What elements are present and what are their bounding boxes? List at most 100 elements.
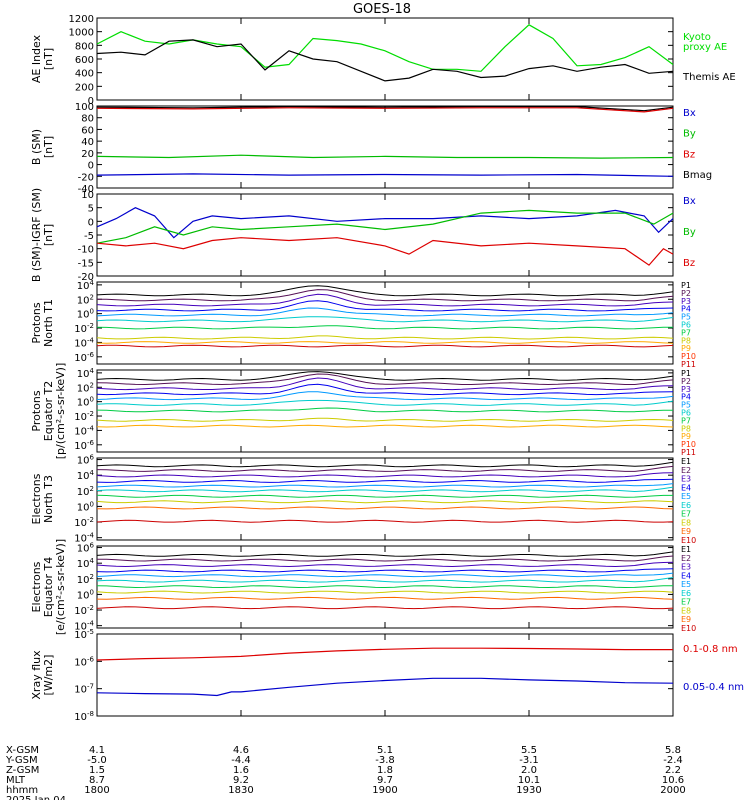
legend-entry-bigrf: Bz	[683, 258, 695, 269]
legend-entry-pn: P3	[681, 297, 691, 306]
series-line-pe-p7	[96, 407, 673, 413]
legend-entry-en: E10	[681, 536, 696, 545]
ephemeris-value: 9.2	[233, 775, 249, 786]
y-tick-label-b: 0	[88, 161, 94, 172]
legend-entry-b: By	[683, 129, 696, 140]
legend-entry-ae: proxy AE	[683, 42, 727, 53]
y-axis-label-b: B (SM)	[30, 129, 43, 165]
series-line-ee-e10	[96, 606, 674, 610]
series-line-pe-p1	[96, 371, 674, 381]
y-axis-label-bigrf: [nT]	[42, 224, 55, 246]
series-line-pn-p7	[96, 325, 673, 330]
y-tick-label-pe: 104	[77, 367, 95, 380]
legend-entry-pe: P7	[681, 416, 691, 425]
ephemeris-value: -5.0	[87, 755, 107, 766]
series-line-0-1-0-8-nm	[96, 647, 673, 661]
panel-frame-ae	[96, 17, 674, 101]
series-line-pn-p5	[96, 307, 674, 317]
series-line-bmag	[96, 105, 674, 112]
legend-entry-b: Bmag	[683, 170, 712, 181]
legend-entry-ee: E9	[681, 615, 691, 624]
series-line-ee-e7	[96, 585, 673, 589]
series-line-bz	[96, 237, 674, 266]
y-tick-label-b: -40	[78, 184, 94, 195]
legend-entry-pe: P5	[681, 401, 691, 410]
legend-entry-b: Bx	[683, 108, 696, 119]
y-tick-label-bigrf: -5	[84, 231, 94, 242]
y-tick-label-ee: 100	[77, 588, 94, 601]
y-tick-label-en: 102	[77, 485, 94, 498]
legend-entry-ee: E2	[681, 554, 691, 563]
y-axis-label-ae: AE Index	[30, 34, 43, 83]
series-line-bz	[96, 107, 674, 113]
legend-entry-pe: P9	[681, 432, 691, 441]
legend-entry-ee: E5	[681, 580, 691, 589]
series-line-en-e8	[96, 500, 674, 504]
y-tick-label-pn: 100	[77, 308, 94, 321]
y-tick-label-xray: 10-6	[74, 655, 94, 668]
legend-entry-xray: 0.1-0.8 nm	[683, 644, 738, 655]
y-tick-label-ee: 10-2	[74, 604, 94, 617]
ephemeris-value: 8.7	[89, 775, 105, 786]
y-tick-label-en: 100	[77, 500, 94, 513]
legend-entry-pe: P4	[681, 393, 691, 402]
series-line-kyoto-proxy-ae	[96, 24, 674, 72]
series-line-ee-e2	[97, 555, 674, 562]
ephemeris-value: 2.0	[521, 765, 537, 776]
legend-entry-en: E6	[681, 501, 691, 510]
y-tick-label-en: 104	[77, 469, 95, 482]
y-tick-label-ee: 10-4	[74, 620, 94, 633]
y-tick-label-bigrf: 10	[81, 190, 94, 201]
ephemeris-value: 10.1	[518, 775, 540, 786]
ephemeris-value: 9.7	[377, 775, 393, 786]
plot-date: 2025 Jan 04	[6, 795, 66, 800]
legend-entry-ee: E6	[681, 589, 691, 598]
series-line-pe-p3	[96, 377, 674, 391]
y-tick-label-xray: 10-7	[74, 683, 94, 696]
ephemeris-value: 1.5	[89, 765, 105, 776]
series-line-pn-p11	[96, 344, 674, 348]
y-axis-label-pn: North T1	[42, 299, 55, 347]
legend-entry-xray: 0.05-0.4 nm	[683, 682, 744, 693]
y-axis-label-pn: Protons	[30, 302, 43, 343]
series-line-en-e5	[96, 483, 674, 488]
y-axis-label-en: Electrons	[30, 473, 43, 524]
series-line-ee-e3	[96, 561, 674, 568]
legend-entry-pn: P4	[681, 305, 691, 314]
legend-entry-ee: E8	[681, 606, 691, 615]
y-tick-label-pn: 104	[77, 279, 95, 292]
series-line-en-e6	[96, 486, 674, 493]
legend-entry-pn: P8	[681, 336, 691, 345]
y-tick-label-pn: 102	[77, 293, 94, 306]
ephemeris-value: 1930	[516, 785, 541, 796]
legend-entry-ee: E3	[681, 563, 691, 572]
y-tick-label-b: 100	[75, 102, 94, 113]
y-tick-label-pe: 10-2	[74, 410, 94, 423]
legend-entry-pn: P1	[681, 281, 691, 290]
y-axis-label-bigrf: B (SM)-IGRF (SM)	[30, 188, 43, 282]
ephemeris-row-label: Y-GSM	[5, 755, 38, 766]
y-tick-label-bigrf: -10	[78, 245, 94, 256]
ephemeris-value: 1800	[84, 785, 109, 796]
y-tick-label-ee: 106	[77, 542, 95, 555]
ephemeris-value: 1.8	[377, 765, 393, 776]
ephemeris-row-label: hhmm	[6, 785, 38, 796]
series-line-ee-e6	[96, 577, 674, 583]
series-line-pe-p9	[96, 424, 674, 428]
legend-entry-en: E7	[681, 510, 691, 519]
ephemeris-row-label: MLT	[6, 775, 26, 786]
series-line-pn-p8	[96, 335, 674, 340]
ephemeris-value: -2.4	[663, 755, 683, 766]
series-line-en-e3	[96, 472, 674, 478]
legend-entry-pe: P6	[681, 409, 691, 418]
series-line-pn-p1	[96, 285, 674, 297]
y-tick-label-ae: 200	[75, 82, 94, 93]
y-axis-label-xray: [W/m2]	[42, 655, 55, 696]
series-line-by	[96, 209, 674, 244]
legend-entry-en: E3	[681, 475, 691, 484]
y-tick-label-pn: 10-2	[74, 322, 94, 335]
series-line-ee-e5	[96, 572, 674, 578]
legend-entry-pn: P5	[681, 313, 691, 322]
legend-entry-ee: E7	[681, 598, 691, 607]
series-line-pn-p2	[97, 289, 674, 302]
